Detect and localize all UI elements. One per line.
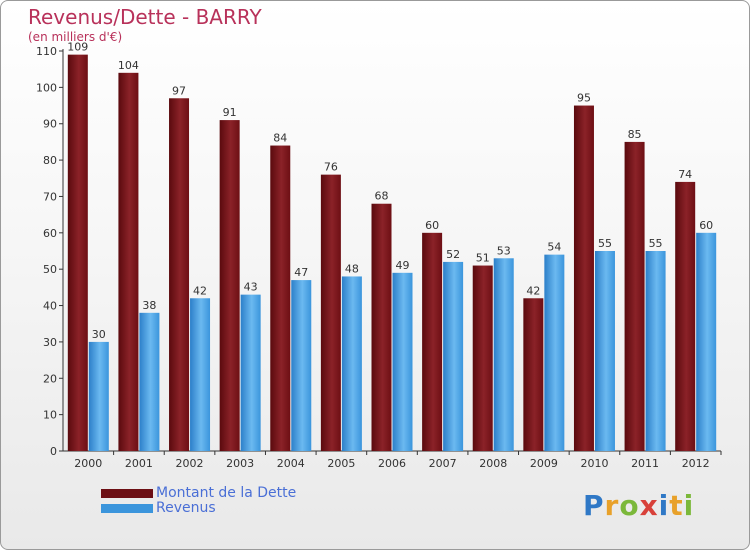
bar-dette [624, 141, 645, 451]
bar-revenus [240, 294, 261, 451]
bar-dette [472, 265, 493, 451]
data-label-revenus: 55 [649, 237, 663, 250]
logo-letter-1: r [604, 489, 620, 522]
x-tick-label: 2004 [277, 457, 305, 470]
y-tick-label: 10 [43, 409, 57, 422]
data-label-revenus: 30 [92, 328, 106, 341]
bar-dette [169, 98, 190, 451]
legend-swatch-revenus [101, 504, 153, 513]
data-label-dette: 85 [628, 128, 642, 141]
logo-letter-2: o [619, 489, 640, 522]
x-tick-label: 2002 [176, 457, 204, 470]
x-tick-label: 2005 [327, 457, 355, 470]
data-label-dette: 60 [425, 219, 439, 232]
y-tick-label: 40 [43, 300, 57, 313]
legend-swatch-dette [101, 489, 153, 498]
x-tick-label: 2010 [580, 457, 608, 470]
chart-subtitle: (en milliers d'€) [28, 30, 123, 44]
data-label-revenus: 47 [294, 266, 308, 279]
bar-revenus [392, 272, 413, 451]
data-label-revenus: 54 [547, 241, 561, 254]
data-label-dette: 104 [118, 59, 139, 72]
data-label-revenus: 42 [193, 284, 207, 297]
bar-revenus [594, 251, 615, 451]
data-label-dette: 68 [375, 190, 389, 203]
bar-dette [523, 298, 544, 451]
x-tick-label: 2007 [429, 457, 457, 470]
bar-dette [320, 174, 341, 452]
data-label-revenus: 60 [699, 219, 713, 232]
data-label-revenus: 38 [142, 299, 156, 312]
x-tick-label: 2000 [74, 457, 102, 470]
bar-dette [67, 54, 88, 452]
logo-letter-0: P [583, 489, 605, 522]
data-label-revenus: 49 [396, 259, 410, 272]
bar-dette [219, 120, 240, 451]
data-label-dette: 42 [526, 284, 540, 297]
bar-dette [270, 145, 291, 451]
proxiti-logo: Proxiti [583, 489, 694, 522]
bar-revenus [645, 251, 666, 451]
data-label-revenus: 55 [598, 237, 612, 250]
y-tick-label: 50 [43, 263, 57, 276]
legend-label-dette: Montant de la Dette [156, 485, 297, 501]
bar-revenus [493, 258, 514, 451]
bar-dette [573, 105, 594, 451]
bar-revenus [696, 232, 717, 451]
bar-revenus [544, 254, 565, 451]
x-tick-label: 2009 [530, 457, 558, 470]
bar-dette [371, 203, 392, 451]
bar-revenus [190, 298, 211, 451]
data-label-dette: 76 [324, 161, 338, 174]
data-label-revenus: 43 [244, 281, 258, 294]
bar-revenus [443, 261, 464, 451]
data-label-revenus: 48 [345, 262, 359, 275]
bar-dette [675, 181, 696, 451]
legend-label-revenus: Revenus [156, 500, 216, 516]
y-tick-label: 90 [43, 118, 57, 131]
x-tick-label: 2008 [479, 457, 507, 470]
y-tick-label: 70 [43, 190, 57, 203]
y-tick-label: 30 [43, 336, 57, 349]
bar-revenus [341, 276, 362, 451]
x-tick-label: 2006 [378, 457, 406, 470]
data-label-revenus: 53 [497, 244, 511, 257]
data-label-dette: 91 [223, 106, 237, 119]
y-tick-label: 110 [36, 45, 57, 58]
bar-dette [422, 232, 443, 451]
y-tick-label: 80 [43, 154, 57, 167]
logo-letter-4: i [658, 489, 670, 522]
x-tick-label: 2012 [682, 457, 710, 470]
logo-letter-6: i [683, 489, 695, 522]
x-tick-label: 2001 [125, 457, 153, 470]
data-label-dette: 51 [476, 252, 490, 265]
data-label-dette: 74 [678, 168, 692, 181]
data-label-dette: 109 [67, 41, 88, 54]
chart-title: Revenus/Dette - BARRY [28, 5, 262, 29]
y-tick-label: 100 [36, 81, 57, 94]
data-label-dette: 95 [577, 92, 591, 105]
bar-revenus [139, 312, 160, 451]
data-label-revenus: 52 [446, 248, 460, 261]
bar-revenus [291, 280, 312, 451]
x-tick-label: 2003 [226, 457, 254, 470]
data-label-dette: 97 [172, 84, 186, 97]
x-tick-label: 2011 [631, 457, 659, 470]
bar-revenus [88, 341, 109, 451]
y-tick-label: 0 [50, 445, 57, 458]
data-label-dette: 84 [273, 132, 287, 145]
logo-letter-5: t [669, 489, 684, 522]
y-tick-label: 60 [43, 227, 57, 240]
logo-letter-3: x [639, 489, 659, 522]
bar-dette [118, 72, 139, 452]
y-tick-label: 20 [43, 372, 57, 385]
